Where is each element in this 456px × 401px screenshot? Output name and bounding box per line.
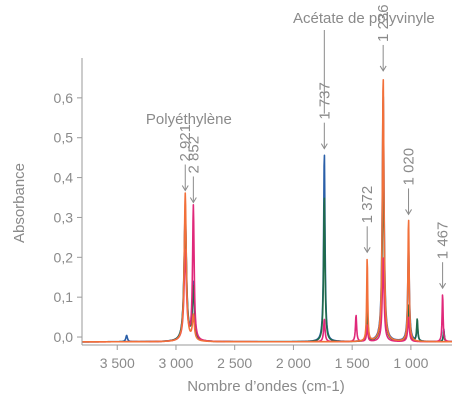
x-tick-label: 3 000 (158, 355, 193, 371)
annotation-arrowhead (439, 282, 447, 290)
y-ticks: 0,0 0,1 0,2 0,3 0,4 0,5 0,6 (54, 90, 82, 345)
spectrum-series-1 (81, 95, 453, 343)
x-ticks: 3 500 3 000 2 500 2 000 1 500 1 000 (100, 345, 429, 371)
annotation-arrowhead (320, 143, 328, 150)
annotation-arrowhead (189, 197, 197, 204)
spectrum-series-4 (81, 79, 453, 343)
y-tick-label: 0,6 (54, 90, 74, 106)
x-tick-label: 1 000 (393, 355, 428, 371)
peak-label: 1 467 (435, 222, 452, 260)
x-tick-label: 3 500 (100, 355, 135, 371)
group-label-polyethylene: Polyéthylène (146, 111, 232, 128)
axes (81, 58, 452, 346)
x-tick-label: 2 000 (276, 355, 311, 371)
annotation-arrowhead (181, 185, 189, 192)
y-tick-label: 0,5 (54, 130, 74, 146)
peak-label: 1 236 (375, 4, 392, 42)
y-tick-label: 0,0 (54, 329, 74, 345)
spectrum-series-3 (81, 204, 453, 343)
annotation-arrowhead (379, 65, 387, 72)
y-tick-label: 0,4 (54, 170, 74, 186)
y-tick-label: 0,2 (54, 249, 74, 265)
peak-label: 1 020 (401, 148, 418, 186)
peak-label: 2 852 (185, 136, 202, 174)
spectrum-series-group (81, 79, 453, 343)
x-tick-label: 1 500 (335, 355, 370, 371)
peak-label: 2 921 (177, 124, 194, 162)
x-tick-label: 2 500 (217, 355, 252, 371)
y-tick-label: 0,1 (54, 289, 74, 305)
y-axis-title: Absorbance (11, 163, 28, 243)
annotation-arrowhead (363, 247, 371, 254)
annotation-arrowhead (405, 209, 412, 216)
y-tick-label: 0,3 (54, 209, 74, 225)
spectrum-series-2 (81, 160, 453, 343)
peak-label: 1 372 (359, 186, 376, 224)
group-label-polyvinyl-acetate: Acétate de polyvinyle (293, 10, 435, 27)
x-axis-title: Nombre d’ondes (cm-1) (187, 378, 345, 395)
